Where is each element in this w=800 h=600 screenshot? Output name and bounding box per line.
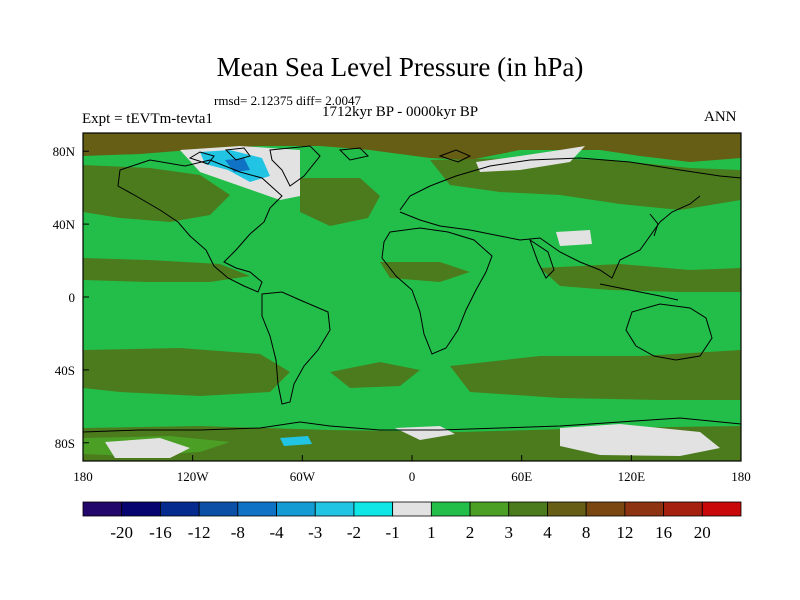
- lon-tick-label: 60E: [511, 469, 532, 484]
- field-north-atlantic: [300, 178, 380, 226]
- colorbar-swatch: [663, 501, 703, 517]
- colorbar-label: -3: [308, 523, 322, 542]
- colorbar-swatch: [508, 501, 548, 517]
- lon-axis: 180 120W 60W 0 60E 120E 180: [73, 455, 751, 484]
- stats-text: rmsd= 2.12375 diff= 2.0047: [214, 93, 361, 108]
- colorbar-swatch: [624, 501, 664, 517]
- coast-africa: [381, 227, 493, 355]
- season-label: ANN: [704, 109, 737, 125]
- lon-tick-label: 120W: [177, 469, 210, 484]
- page-title: Mean Sea Level Pressure (in hPa): [216, 52, 584, 82]
- colorbar-label: 20: [694, 523, 711, 542]
- coast-north-america: [117, 159, 283, 293]
- coast-india: [529, 238, 555, 279]
- coast-eurasia: [399, 157, 741, 211]
- coast-japan: [649, 213, 659, 237]
- lon-tick-label: 180: [731, 469, 751, 484]
- colorbar-swatch: [353, 501, 394, 517]
- colorbar-label: 16: [655, 523, 672, 542]
- coast-greenland: [269, 145, 321, 187]
- colorbar: -20 -16 -12 -8 -4 -3 -2 -1 1 2 3 4 8 12 16 20: [82, 501, 742, 542]
- field-south-pacific: [83, 348, 290, 396]
- colorbar-label: 2: [466, 523, 475, 542]
- colorbar-label: -4: [269, 523, 284, 542]
- coast-europe-south: [399, 195, 701, 279]
- lat-tick-label: 80N: [53, 144, 76, 159]
- colorbar-swatch: [198, 501, 239, 517]
- coast-arctic-islands: [188, 147, 472, 165]
- colorbar-swatch: [314, 501, 355, 517]
- field-southern-ocean: [83, 410, 741, 432]
- colorbar-swatch: [237, 501, 277, 517]
- field-north-africa: [380, 262, 470, 282]
- lon-tick-label: 0: [409, 469, 416, 484]
- pressure-field: [83, 133, 741, 461]
- colorbar-label: 12: [616, 523, 633, 542]
- field-cyan-antarctic: [280, 436, 312, 446]
- lon-tick-label: 120E: [618, 469, 646, 484]
- colorbar-label: -20: [110, 523, 133, 542]
- colorbar-label: 3: [505, 523, 514, 542]
- field-eurasia: [430, 158, 741, 210]
- colorbar-label: 8: [582, 523, 591, 542]
- coast-australia: [625, 303, 713, 361]
- coast-se-asia: [599, 283, 679, 301]
- lat-tick-label: 40S: [55, 363, 75, 378]
- colorbar-label: -2: [347, 523, 361, 542]
- period-text: 1712kyr BP - 0000kyr BP: [322, 104, 479, 120]
- colorbar-swatch: [82, 501, 123, 517]
- coastlines: [83, 145, 741, 433]
- lon-tick-label: 180: [73, 469, 93, 484]
- colorbar-swatch: [430, 501, 471, 517]
- colorbar-swatch: [392, 501, 432, 517]
- field-white-antarctic-2: [560, 424, 720, 456]
- colorbar-swatch: [160, 501, 200, 517]
- field-white-arctic-1: [476, 146, 585, 172]
- colorbar-label: 4: [543, 523, 552, 542]
- colorbar-swatch: [547, 501, 587, 517]
- field-white-asia: [556, 230, 592, 246]
- field-tropical-pacific: [83, 258, 250, 282]
- colorbar-swatch: [469, 501, 510, 517]
- lon-tick-label: 60W: [290, 469, 316, 484]
- field-south-atlantic: [330, 362, 420, 388]
- colorbar-label: 1: [427, 523, 436, 542]
- colorbar-label: -12: [188, 523, 211, 542]
- field-south-indian: [450, 350, 741, 400]
- lat-tick-label: 0: [69, 290, 76, 305]
- colorbar-label: -8: [231, 523, 245, 542]
- coast-south-america: [261, 291, 331, 405]
- colorbar-label: -1: [386, 523, 400, 542]
- field-tropical-indian: [540, 264, 741, 292]
- colorbar-label: -16: [149, 523, 172, 542]
- colorbar-swatch: [121, 501, 161, 517]
- colorbar-swatch: [701, 501, 742, 517]
- lat-tick-label: 40N: [53, 217, 76, 232]
- experiment-label: Expt = tEVTm-tevta1: [82, 111, 213, 127]
- field-north-pacific: [83, 165, 230, 222]
- field-arctic-band: [83, 133, 741, 162]
- coast-antarctica: [83, 417, 741, 433]
- field-blue-arctic: [225, 158, 250, 172]
- lat-axis: 80N 40N 0 40S 80S: [53, 144, 89, 451]
- field-white-antarctic-1: [105, 438, 190, 458]
- colorbar-swatch: [585, 501, 626, 517]
- lat-tick-label: 80S: [55, 436, 75, 451]
- colorbar-swatch: [276, 501, 316, 517]
